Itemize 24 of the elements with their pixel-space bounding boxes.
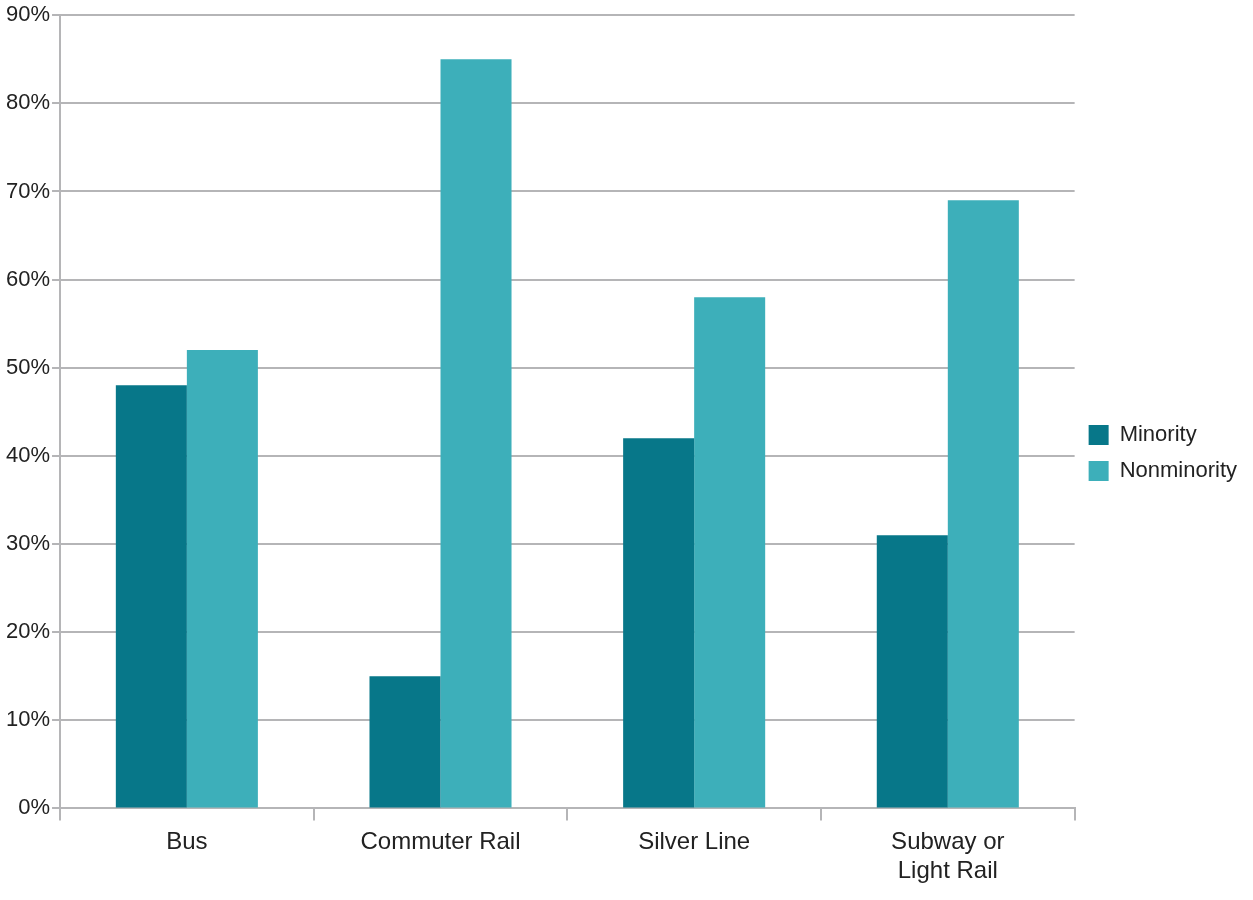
x-tick-label: Silver Line xyxy=(638,827,751,855)
x-tick-label: Commuter Rail xyxy=(360,827,521,855)
y-tick-label: 30% xyxy=(5,530,51,556)
y-tick-label: 20% xyxy=(5,618,51,644)
y-tick-label: 80% xyxy=(5,89,51,115)
y-tick-label: 0% xyxy=(18,794,51,820)
bar xyxy=(947,200,1019,808)
bar xyxy=(115,385,187,808)
x-tick-label: Bus xyxy=(166,827,208,855)
y-tick-label: 90% xyxy=(5,1,51,27)
y-tick-label: 50% xyxy=(5,353,51,379)
legend-label: Nonminority xyxy=(1119,457,1238,483)
y-tick-label: 10% xyxy=(5,706,51,732)
bar xyxy=(440,59,512,808)
bar xyxy=(694,297,766,808)
legend-label: Minority xyxy=(1119,421,1197,447)
x-tick-label: Subway or Light Rail xyxy=(891,827,1005,884)
bar xyxy=(186,350,258,808)
bar xyxy=(623,438,695,808)
bar xyxy=(369,676,441,808)
y-tick-label: 40% xyxy=(5,441,51,467)
y-tick-label: 60% xyxy=(5,265,51,291)
bar xyxy=(876,535,948,808)
y-tick-label: 70% xyxy=(5,177,51,203)
